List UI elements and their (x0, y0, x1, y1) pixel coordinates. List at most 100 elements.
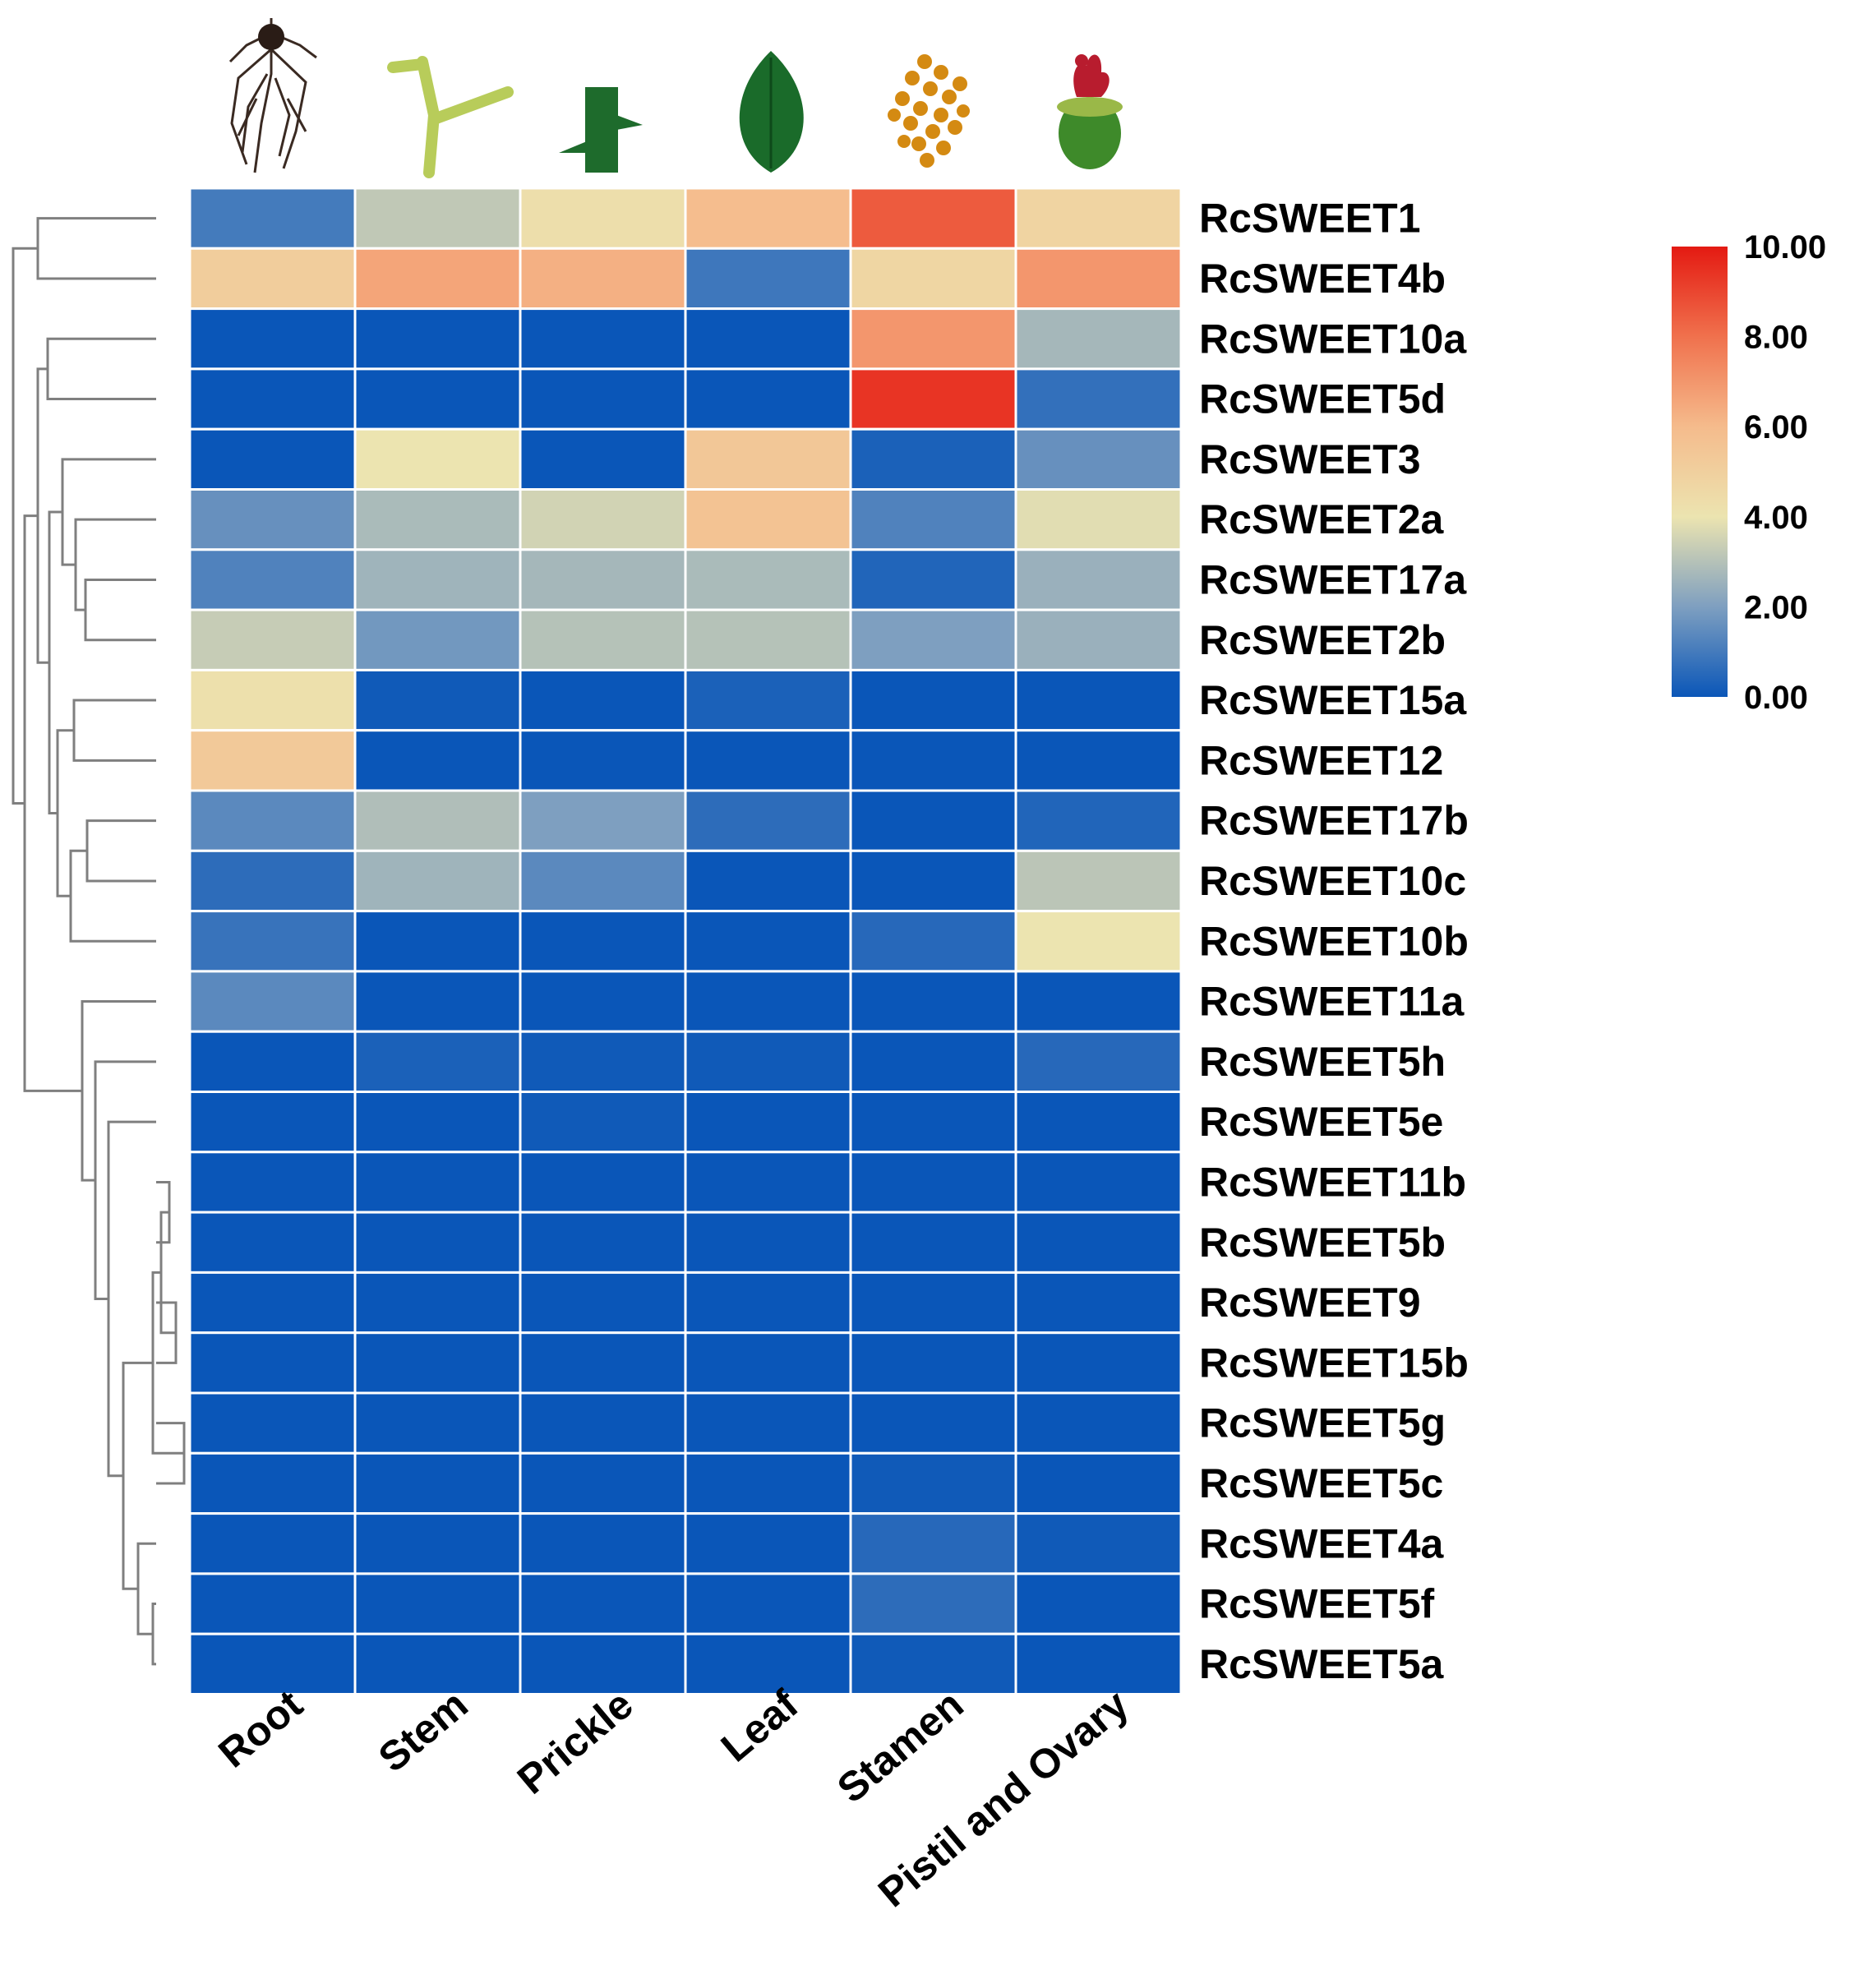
heatmap-cell (684, 1030, 852, 1093)
row-label: RcSWEET4a (1199, 1520, 1445, 1566)
dendrogram-branch (69, 849, 156, 943)
heatmap-cell (684, 1211, 852, 1274)
heatmap-cell (519, 789, 687, 852)
heatmap-cell (353, 970, 522, 1033)
heatmap-cell (849, 1271, 1017, 1335)
heatmap-cell (849, 729, 1017, 792)
heatmap-cell (353, 789, 522, 852)
heatmap-cell (353, 367, 522, 431)
heatmap-cell (849, 307, 1017, 371)
heatmap-cell (849, 1211, 1017, 1274)
heatmap-cell (849, 970, 1017, 1033)
heatmap-cell (849, 1632, 1017, 1695)
heatmap-cell (519, 187, 687, 250)
heatmap-cell (188, 910, 357, 973)
row-label: RcSWEET5e (1199, 1099, 1443, 1145)
heatmap-cell (188, 367, 357, 431)
heatmap-cell (1014, 247, 1183, 311)
heatmap-cell (1014, 1512, 1183, 1575)
root-icon (228, 18, 317, 173)
heatmap-cell (353, 1271, 522, 1335)
heatmap-cell (519, 910, 687, 973)
heatmap-cell (849, 1512, 1017, 1575)
stamen-icon (888, 54, 970, 168)
heatmap-cell (684, 548, 852, 611)
heatmap-cell (849, 187, 1017, 250)
row-label: RcSWEET11a (1199, 979, 1465, 1025)
heatmap-cell (1014, 970, 1183, 1033)
dendrogram-branch (85, 819, 156, 883)
pistil-ovary-icon (1057, 54, 1123, 169)
heatmap-cell (188, 608, 357, 671)
heatmap-cell (684, 1091, 852, 1154)
heatmap-cell (684, 1391, 852, 1455)
heatmap-cell (849, 1331, 1017, 1395)
heatmap-cell (353, 1451, 522, 1515)
dendrogram-branch (107, 1120, 156, 1478)
row-label: RcSWEET5f (1199, 1581, 1435, 1627)
dendrogram-branch (151, 1603, 156, 1666)
heatmap-cell (519, 1091, 687, 1154)
heatmap-cell (684, 608, 852, 671)
heatmap-cell (684, 789, 852, 852)
row-label: RcSWEET1 (1199, 196, 1421, 242)
heatmap-cell (353, 427, 522, 491)
heatmap-cell (519, 1512, 687, 1575)
heatmap-cell (684, 1632, 852, 1695)
heatmap-cell (849, 1151, 1017, 1214)
heatmap-cell (684, 367, 852, 431)
column-label: Prickle (509, 1681, 642, 1803)
heatmap-cell (849, 1451, 1017, 1515)
row-dendrogram (12, 217, 186, 1666)
heatmap-cell (519, 608, 687, 671)
row-label: RcSWEET10c (1199, 858, 1466, 904)
heatmap-cell (188, 1091, 357, 1154)
heatmap-cell (849, 548, 1017, 611)
dendrogram-branch (94, 1060, 156, 1300)
color-legend-bar (1672, 247, 1728, 697)
heatmap-cell (1014, 488, 1183, 551)
leaf-icon (739, 51, 804, 173)
heatmap-cell (1014, 1091, 1183, 1154)
heatmap-cell (353, 1391, 522, 1455)
heatmap-cells (188, 187, 1183, 1695)
heatmap-cell (353, 1572, 522, 1635)
heatmap-cell (188, 849, 357, 913)
heatmap-cell (1014, 668, 1183, 732)
heatmap-cell (188, 1030, 357, 1093)
heatmap-cell (519, 1271, 687, 1335)
heatmap-cell (519, 1572, 687, 1635)
heatmap-cell (353, 1331, 522, 1395)
heatmap-cell (849, 488, 1017, 551)
heatmap-cell (519, 1151, 687, 1214)
row-label: RcSWEET5h (1199, 1039, 1446, 1085)
heatmap-cell (519, 1030, 687, 1093)
heatmap-cell (519, 247, 687, 311)
row-label: RcSWEET5b (1199, 1220, 1446, 1266)
heatmap-cell (353, 1512, 522, 1575)
row-label: RcSWEET2b (1199, 617, 1446, 663)
heatmap-cell (684, 488, 852, 551)
heatmap-cell (849, 427, 1017, 491)
heatmap-cell (1014, 1391, 1183, 1455)
row-label: RcSWEET17b (1199, 798, 1469, 844)
row-label: RcSWEET5d (1199, 376, 1446, 422)
heatmap-cell (519, 367, 687, 431)
row-label: RcSWEET5a (1199, 1641, 1445, 1687)
heatmap-cell (684, 849, 852, 913)
heatmap-cell (353, 668, 522, 732)
heatmap-cell (684, 427, 852, 491)
heatmap-cell (188, 427, 357, 491)
dendrogram-branch (84, 578, 156, 642)
heatmap-cell (849, 910, 1017, 973)
row-label: RcSWEET15b (1199, 1340, 1469, 1386)
heatmap-cell (684, 910, 852, 973)
heatmap-cell (353, 1030, 522, 1093)
heatmap-cell (188, 187, 357, 250)
row-label: RcSWEET5c (1199, 1460, 1443, 1506)
heatmap-cell (1014, 427, 1183, 491)
heatmap-cell (188, 247, 357, 311)
dendrogram-branch (36, 217, 156, 280)
